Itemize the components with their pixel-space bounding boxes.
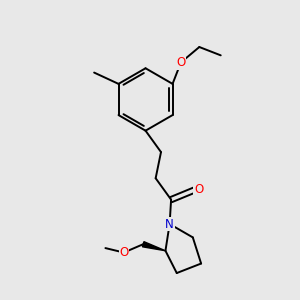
Text: O: O — [194, 183, 203, 196]
Text: O: O — [176, 56, 185, 69]
Text: O: O — [119, 246, 128, 259]
Text: N: N — [165, 218, 174, 230]
Polygon shape — [142, 242, 166, 251]
